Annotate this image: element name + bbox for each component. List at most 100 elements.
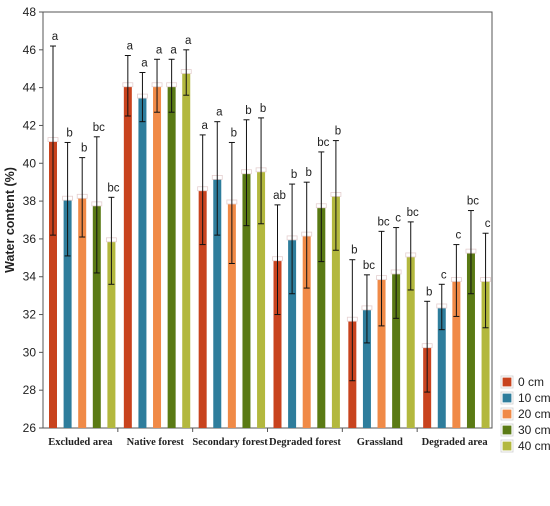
significance-letter: b: [231, 127, 237, 139]
y-tick-label: 40: [23, 156, 37, 170]
bar: [466, 252, 475, 428]
legend-label: 30 cm: [518, 423, 550, 437]
bar: [273, 259, 282, 428]
significance-letter: b: [351, 245, 357, 257]
bar: [257, 170, 266, 428]
significance-letter: b: [291, 169, 297, 181]
bar: [107, 240, 116, 428]
significance-letter: bc: [407, 207, 419, 219]
bar: [331, 195, 340, 428]
bar: [362, 308, 371, 428]
category-label: Secondary forest: [192, 437, 268, 448]
category-label: Excluded area: [48, 437, 113, 448]
category-label: Native forest: [127, 437, 185, 448]
legend-label: 10 cm: [518, 391, 550, 405]
y-tick-label: 46: [23, 43, 37, 57]
y-tick-label: 30: [23, 345, 37, 359]
legend-label: 0 cm: [518, 375, 544, 389]
significance-letter: bc: [363, 260, 375, 272]
legend-swatch: [501, 440, 513, 452]
significance-letter: b: [81, 143, 87, 155]
bar-group: aaa aa: [122, 35, 192, 428]
bar: [138, 97, 147, 428]
y-tick-label: 34: [23, 270, 37, 284]
y-tick-label: 32: [23, 308, 37, 322]
significance-letter: b: [335, 126, 341, 138]
significance-letter: c: [441, 269, 447, 281]
significance-letter: a: [185, 35, 192, 47]
significance-letter: b: [305, 167, 311, 179]
bar: [153, 85, 162, 428]
significance-letter: b: [260, 103, 266, 115]
bar: [78, 197, 87, 428]
significance-letter: a: [201, 120, 208, 132]
legend-swatch-border: [500, 375, 514, 389]
legend-swatch-border: [500, 439, 514, 453]
significance-letter: c: [395, 213, 401, 225]
y-tick-label: 48: [23, 5, 37, 19]
significance-letter: a: [141, 58, 148, 70]
legend-swatch: [501, 408, 513, 420]
bar: [242, 172, 251, 428]
significance-letter: a: [170, 44, 177, 56]
significance-letter: a: [127, 40, 134, 52]
legend: 0 cm 10 cm 20 cm 30 cm 40 cm: [500, 375, 550, 453]
category-label: Degraded forest: [269, 437, 341, 448]
axes: 26 28 30 32 34 36 38 40 42 44 46 48 Water content (%…: [3, 5, 493, 448]
significance-letter: c: [485, 218, 491, 230]
bar: [302, 235, 311, 428]
y-tick-label: 36: [23, 232, 37, 246]
significance-letter: a: [216, 107, 223, 119]
bar: [406, 255, 415, 428]
significance-letter: bc: [467, 196, 479, 208]
bar: [167, 85, 176, 428]
legend-swatch-border: [500, 391, 514, 405]
bar: [227, 202, 236, 428]
significance-letter: bc: [377, 216, 389, 228]
y-tick-label: 26: [23, 421, 37, 435]
bar: [213, 178, 222, 428]
bar: [182, 72, 191, 428]
y-tick-label: 44: [23, 81, 37, 95]
y-tick-label: 42: [23, 118, 37, 132]
bar: [288, 238, 297, 428]
legend-swatch-border: [500, 423, 514, 437]
bar: [452, 280, 461, 428]
bar: [377, 278, 386, 428]
bar: [49, 140, 57, 428]
legend-swatch: [501, 424, 513, 436]
significance-letter: bc: [93, 122, 105, 134]
bar: [437, 306, 446, 428]
category-label: Grassland: [357, 437, 403, 448]
bar: [63, 199, 72, 428]
significance-letter: a: [156, 44, 163, 56]
legend-swatch: [501, 392, 513, 404]
bar: [317, 206, 326, 428]
bar: [123, 85, 132, 428]
significance-letter: b: [245, 105, 251, 117]
significance-letter: b: [426, 286, 432, 298]
bar: [481, 280, 490, 428]
significance-letter: ab: [273, 190, 286, 202]
legend-label: 40 cm: [518, 439, 550, 453]
significance-letter: b: [66, 127, 72, 139]
significance-letter: a: [52, 31, 59, 43]
legend-swatch-border: [500, 407, 514, 421]
bar: [198, 189, 207, 428]
significance-letter: bc: [317, 137, 329, 149]
y-axis-title: Water content (%): [3, 167, 17, 273]
significance-letter: c: [455, 230, 461, 242]
bar: [392, 272, 401, 428]
legend-swatch: [501, 376, 513, 388]
significance-letter: bc: [107, 182, 119, 194]
bar: [92, 204, 101, 428]
legend-label: 20 cm: [518, 407, 550, 421]
y-tick-label: 28: [23, 383, 37, 397]
